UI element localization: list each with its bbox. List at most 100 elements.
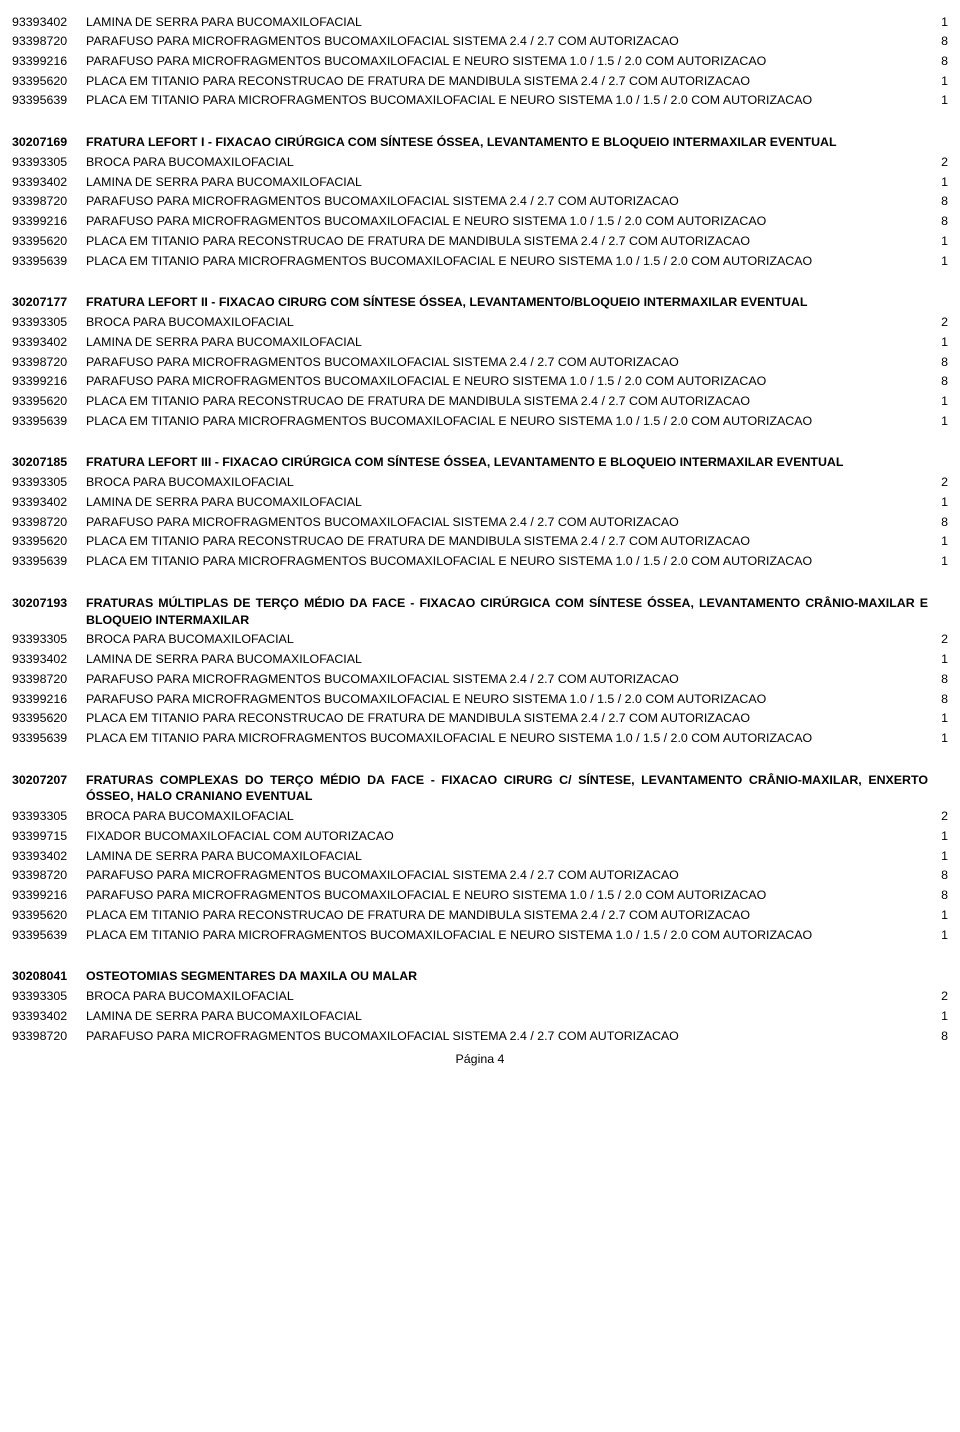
item-row: 93393402LAMINA DE SERRA PARA BUCOMAXILOF… <box>12 12 948 32</box>
item-row: 93395620PLACA EM TITANIO PARA RECONSTRUC… <box>12 71 948 91</box>
item-row: 93399216PARAFUSO PARA MICROFRAGMENTOS BU… <box>12 212 948 232</box>
item-description: LAMINA DE SERRA PARA BUCOMAXILOFACIAL <box>86 334 934 351</box>
item-description: PLACA EM TITANIO PARA RECONSTRUCAO DE FR… <box>86 393 934 410</box>
item-code: 93395639 <box>12 927 86 944</box>
item-code: 93398720 <box>12 867 86 884</box>
item-description: PARAFUSO PARA MICROFRAGMENTOS BUCOMAXILO… <box>86 691 934 708</box>
item-row: 93398720PARAFUSO PARA MICROFRAGMENTOS BU… <box>12 352 948 372</box>
item-row: 93395620PLACA EM TITANIO PARA RECONSTRUC… <box>12 231 948 251</box>
item-qty: 1 <box>934 233 948 250</box>
item-qty: 1 <box>934 553 948 570</box>
item-qty: 2 <box>934 154 948 171</box>
item-description: PARAFUSO PARA MICROFRAGMENTOS BUCOMAXILO… <box>86 514 934 531</box>
item-qty: 1 <box>934 907 948 924</box>
item-row: 93393402LAMINA DE SERRA PARA BUCOMAXILOF… <box>12 650 948 670</box>
item-code: 93395620 <box>12 73 86 90</box>
item-description: PLACA EM TITANIO PARA MICROFRAGMENTOS BU… <box>86 553 934 570</box>
document-body: 93393402LAMINA DE SERRA PARA BUCOMAXILOF… <box>12 12 948 1046</box>
item-row: 93393402LAMINA DE SERRA PARA BUCOMAXILOF… <box>12 332 948 352</box>
item-qty: 8 <box>934 887 948 904</box>
item-qty: 2 <box>934 474 948 491</box>
item-row: 93395620PLACA EM TITANIO PARA RECONSTRUC… <box>12 905 948 925</box>
item-qty: 8 <box>934 1028 948 1045</box>
item-qty: 1 <box>934 413 948 430</box>
item-code: 93398720 <box>12 354 86 371</box>
item-row: 93395639PLACA EM TITANIO PARA MICROFRAGM… <box>12 925 948 945</box>
item-qty: 1 <box>934 533 948 550</box>
item-description: BROCA PARA BUCOMAXILOFACIAL <box>86 154 934 171</box>
item-code: 93395639 <box>12 553 86 570</box>
item-code: 93393305 <box>12 808 86 825</box>
item-row: 93393402LAMINA DE SERRA PARA BUCOMAXILOF… <box>12 846 948 866</box>
item-code: 93393402 <box>12 651 86 668</box>
item-code: 93399216 <box>12 53 86 70</box>
item-row: 93399216PARAFUSO PARA MICROFRAGMENTOS BU… <box>12 51 948 71</box>
item-description: PARAFUSO PARA MICROFRAGMENTOS BUCOMAXILO… <box>86 887 934 904</box>
item-description: PLACA EM TITANIO PARA RECONSTRUCAO DE FR… <box>86 907 934 924</box>
item-qty: 8 <box>934 53 948 70</box>
section-code: 30207177 <box>12 294 86 311</box>
item-code: 93399216 <box>12 213 86 230</box>
item-row: 93395620PLACA EM TITANIO PARA RECONSTRUC… <box>12 532 948 552</box>
item-row: 93393402LAMINA DE SERRA PARA BUCOMAXILOF… <box>12 492 948 512</box>
item-description: PLACA EM TITANIO PARA MICROFRAGMENTOS BU… <box>86 413 934 430</box>
item-code: 93399715 <box>12 828 86 845</box>
item-code: 93399216 <box>12 887 86 904</box>
section-title: FRATURA LEFORT III - FIXACAO CIRÚRGICA C… <box>86 454 934 471</box>
item-qty: 2 <box>934 808 948 825</box>
item-row: 93393305BROCA PARA BUCOMAXILOFACIAL2 <box>12 987 948 1007</box>
item-row: 93393305BROCA PARA BUCOMAXILOFACIAL2 <box>12 630 948 650</box>
item-qty: 1 <box>934 92 948 109</box>
item-qty: 8 <box>934 193 948 210</box>
item-description: LAMINA DE SERRA PARA BUCOMAXILOFACIAL <box>86 14 934 31</box>
item-qty: 8 <box>934 691 948 708</box>
section-title: FRATURAS MÚLTIPLAS DE TERÇO MÉDIO DA FAC… <box>86 595 934 628</box>
item-qty: 8 <box>934 213 948 230</box>
item-code: 93398720 <box>12 1028 86 1045</box>
section-header: 30207169FRATURA LEFORT I - FIXACAO CIRÚR… <box>12 133 948 153</box>
item-qty: 2 <box>934 314 948 331</box>
item-qty: 1 <box>934 174 948 191</box>
item-row: 93398720PARAFUSO PARA MICROFRAGMENTOS BU… <box>12 32 948 52</box>
section-header: 30207207FRATURAS COMPLEXAS DO TERÇO MÉDI… <box>12 770 948 806</box>
item-description: PLACA EM TITANIO PARA RECONSTRUCAO DE FR… <box>86 710 934 727</box>
section-header: 30207177FRATURA LEFORT II - FIXACAO CIRU… <box>12 293 948 313</box>
item-code: 93398720 <box>12 33 86 50</box>
item-code: 93393402 <box>12 334 86 351</box>
item-code: 93395639 <box>12 730 86 747</box>
section-header: 30208041OSTEOTOMIAS SEGMENTARES DA MAXIL… <box>12 967 948 987</box>
item-code: 93393402 <box>12 1008 86 1025</box>
item-description: BROCA PARA BUCOMAXILOFACIAL <box>86 631 934 648</box>
item-row: 93393402LAMINA DE SERRA PARA BUCOMAXILOF… <box>12 1006 948 1026</box>
item-row: 93398720PARAFUSO PARA MICROFRAGMENTOS BU… <box>12 1026 948 1046</box>
item-row: 93399715FIXADOR BUCOMAXILOFACIAL COM AUT… <box>12 826 948 846</box>
item-qty: 1 <box>934 393 948 410</box>
page-footer: Página 4 <box>12 1052 948 1066</box>
item-row: 93395639PLACA EM TITANIO PARA MICROFRAGM… <box>12 251 948 271</box>
item-description: PARAFUSO PARA MICROFRAGMENTOS BUCOMAXILO… <box>86 193 934 210</box>
section-code: 30207207 <box>12 772 86 789</box>
item-description: PLACA EM TITANIO PARA MICROFRAGMENTOS BU… <box>86 253 934 270</box>
item-description: PLACA EM TITANIO PARA RECONSTRUCAO DE FR… <box>86 233 934 250</box>
item-qty: 8 <box>934 867 948 884</box>
item-qty: 1 <box>934 848 948 865</box>
item-qty: 2 <box>934 631 948 648</box>
item-qty: 1 <box>934 14 948 31</box>
item-code: 93395620 <box>12 710 86 727</box>
item-row: 93393305BROCA PARA BUCOMAXILOFACIAL2 <box>12 313 948 333</box>
item-qty: 1 <box>934 334 948 351</box>
item-row: 93398720PARAFUSO PARA MICROFRAGMENTOS BU… <box>12 669 948 689</box>
item-description: LAMINA DE SERRA PARA BUCOMAXILOFACIAL <box>86 848 934 865</box>
section-header: 30207193FRATURAS MÚLTIPLAS DE TERÇO MÉDI… <box>12 593 948 629</box>
item-code: 93398720 <box>12 514 86 531</box>
item-qty: 1 <box>934 828 948 845</box>
item-description: PARAFUSO PARA MICROFRAGMENTOS BUCOMAXILO… <box>86 213 934 230</box>
section-code: 30207169 <box>12 134 86 151</box>
item-row: 93398720PARAFUSO PARA MICROFRAGMENTOS BU… <box>12 866 948 886</box>
item-row: 93398720PARAFUSO PARA MICROFRAGMENTOS BU… <box>12 512 948 532</box>
item-row: 93393305BROCA PARA BUCOMAXILOFACIAL2 <box>12 807 948 827</box>
item-description: PLACA EM TITANIO PARA RECONSTRUCAO DE FR… <box>86 533 934 550</box>
item-code: 93393305 <box>12 154 86 171</box>
item-qty: 1 <box>934 253 948 270</box>
section-header: 30207185FRATURA LEFORT III - FIXACAO CIR… <box>12 453 948 473</box>
